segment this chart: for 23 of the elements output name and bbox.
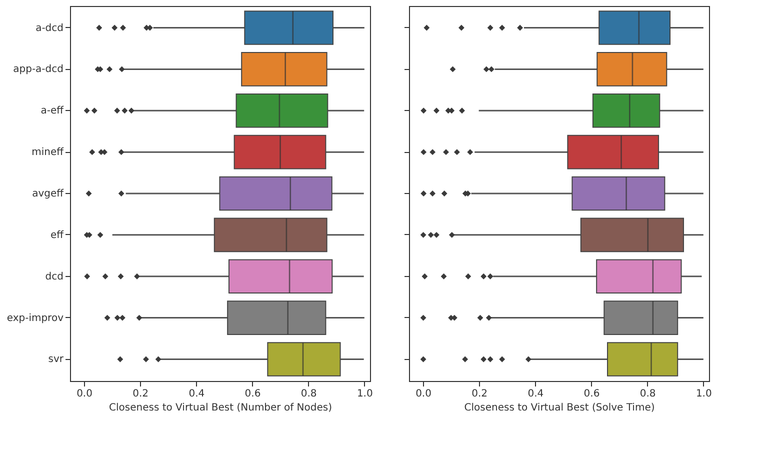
- x-tick-label: 0.2: [132, 388, 149, 400]
- x-axis-title: Closeness to Virtual Best (Solve Time): [464, 402, 655, 414]
- x-tick-label: 0.6: [244, 388, 261, 400]
- y-tick-label: a-dcd: [36, 22, 64, 34]
- y-tick-label: mineff: [32, 147, 65, 158]
- x-tick-label: 0.6: [584, 388, 600, 400]
- y-tick-label: svr: [48, 354, 64, 366]
- y-tick-label: exp-improv: [6, 312, 64, 324]
- y-tick-label: avgeff: [32, 188, 65, 200]
- x-tick-label: 0.8: [300, 388, 317, 400]
- x-tick-label: 0.4: [528, 388, 544, 400]
- x-tick-label: 1.0: [356, 388, 373, 400]
- x-tick-label: 0.8: [640, 388, 656, 400]
- y-tick-label: app-a-dcd: [13, 64, 64, 76]
- x-tick-label: 0.4: [188, 388, 205, 400]
- y-tick-label: a-eff: [40, 106, 65, 117]
- x-tick-label: 1.0: [696, 388, 712, 400]
- x-tick-label: 0.0: [416, 388, 432, 400]
- x-tick-label: 0.2: [472, 388, 488, 400]
- x-axis-title: Closeness to Virtual Best (Number of Nodes): [108, 402, 332, 414]
- y-tick-label: eff: [50, 230, 65, 241]
- y-tick-label: dcd: [45, 271, 64, 282]
- x-tick-label: 0.0: [76, 388, 92, 400]
